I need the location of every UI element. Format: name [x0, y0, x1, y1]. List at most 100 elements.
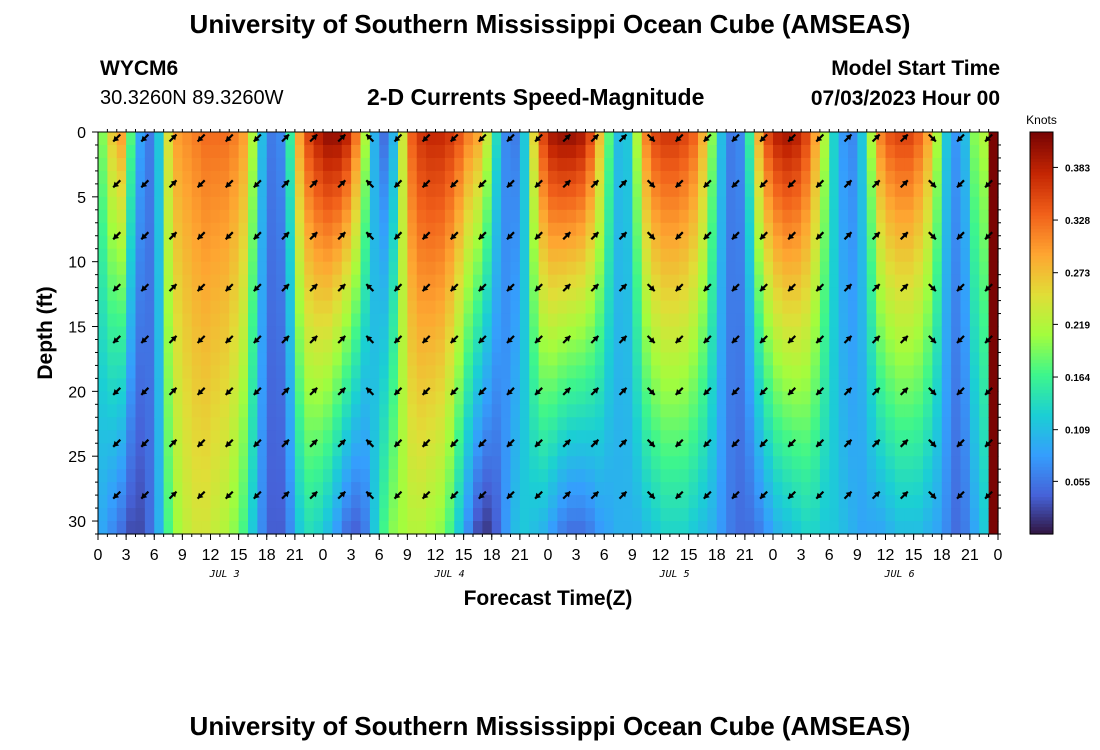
y-tick-label: 15 [68, 320, 86, 337]
heatmap-cell [360, 209, 371, 224]
heatmap-cell [248, 495, 258, 509]
heatmap-cell [369, 300, 380, 315]
current-arrowhead [620, 232, 627, 239]
colorbar-segment [1030, 473, 1053, 478]
current-arrowhead [675, 135, 682, 142]
heatmap-cell [332, 521, 343, 535]
heatmap-cell [182, 352, 193, 367]
heatmap-cell [716, 456, 727, 470]
heatmap-cell [491, 170, 502, 185]
heatmap-cell [613, 248, 624, 263]
heatmap-cell [735, 456, 746, 470]
heatmap-cell [726, 430, 737, 444]
heatmap-cell [641, 235, 652, 250]
heatmap-cell [313, 430, 324, 444]
heatmap-cell [538, 287, 549, 302]
heatmap-cell [801, 196, 812, 211]
colorbar-segment [1030, 410, 1053, 414]
x-tick-label: 6 [150, 547, 159, 564]
heatmap-cell [716, 521, 727, 535]
heatmap-cell [519, 352, 530, 367]
heatmap-cell [576, 183, 587, 198]
heatmap-cell [351, 417, 362, 431]
heatmap-cell [332, 313, 343, 328]
current-arrowhead [339, 180, 346, 187]
heatmap-cell [285, 378, 296, 392]
heatmap-cell [369, 495, 380, 509]
heatmap-cell [473, 261, 483, 276]
heatmap-cell [210, 196, 221, 211]
heatmap-cell [773, 326, 783, 341]
colorbar-segment [1030, 513, 1053, 518]
colorbar-segment [1030, 453, 1053, 458]
heatmap-cell [951, 183, 962, 198]
heatmap-cell [491, 248, 502, 263]
heatmap-cell [988, 222, 999, 237]
heatmap-cell [679, 196, 690, 211]
heatmap-cell [369, 521, 380, 535]
heatmap-cell [191, 404, 202, 418]
heatmap-cell [116, 339, 127, 354]
heatmap-cell [819, 144, 830, 159]
heatmap-cell [988, 508, 999, 522]
heatmap-cell [594, 274, 605, 289]
heatmap-cell [979, 482, 990, 496]
heatmap-cell [679, 469, 690, 483]
current-arrowhead [703, 135, 710, 142]
heatmap-cell [969, 417, 980, 431]
heatmap-cell [838, 365, 849, 379]
heatmap-cell [107, 326, 118, 341]
current-arrowhead [311, 180, 318, 187]
heatmap-cell [323, 196, 333, 211]
heatmap-cell [248, 508, 258, 522]
heatmap-cell [932, 404, 943, 418]
heatmap-cell [454, 196, 465, 211]
colorbar-segment [1030, 420, 1053, 425]
heatmap-cell [510, 300, 521, 315]
heatmap-cell [135, 235, 146, 250]
heatmap-cell [426, 508, 437, 522]
heatmap-cell [154, 313, 165, 328]
heatmap-cell [960, 417, 971, 431]
heatmap-cell [313, 170, 324, 185]
heatmap-cell [613, 391, 624, 405]
heatmap-cell [173, 391, 183, 405]
heatmap-cell [913, 222, 924, 237]
heatmap-cell [566, 495, 577, 509]
current-arrowhead [253, 233, 260, 240]
heatmap-cell [885, 495, 896, 509]
heatmap-cell [135, 196, 146, 211]
heatmap-cell [238, 456, 249, 470]
heatmap-cell [688, 378, 699, 392]
heatmap-cell [126, 326, 137, 341]
heatmap-cell [369, 132, 380, 146]
heatmap-cell [163, 456, 174, 470]
heatmap-cell [707, 132, 718, 146]
heatmap-cell [941, 132, 952, 146]
x-tick-label: 6 [825, 547, 834, 564]
heatmap-cell [369, 183, 380, 198]
colorbar-segment [1030, 205, 1053, 210]
heatmap-cell [191, 170, 202, 185]
day-label: JUL 5 [659, 569, 690, 580]
heatmap-cell [463, 417, 474, 431]
heatmap-cell [426, 352, 437, 367]
heatmap-cell [154, 482, 165, 496]
colorbar-segment [1030, 356, 1053, 361]
heatmap-cell [501, 132, 512, 146]
heatmap-cell [941, 391, 952, 405]
heatmap-cell [679, 365, 690, 379]
heatmap-cell [857, 443, 868, 457]
heatmap-cell [613, 469, 624, 483]
heatmap-cell [144, 170, 155, 185]
heatmap-cell [98, 222, 108, 237]
heatmap-cell [688, 339, 699, 354]
heatmap-cell [341, 430, 352, 444]
heatmap-cell [332, 391, 343, 405]
heatmap-cell [210, 261, 221, 276]
heatmap-cell [435, 274, 446, 289]
heatmap-cell [388, 300, 399, 315]
heatmap-cell [913, 339, 924, 354]
heatmap-cell [632, 417, 643, 431]
